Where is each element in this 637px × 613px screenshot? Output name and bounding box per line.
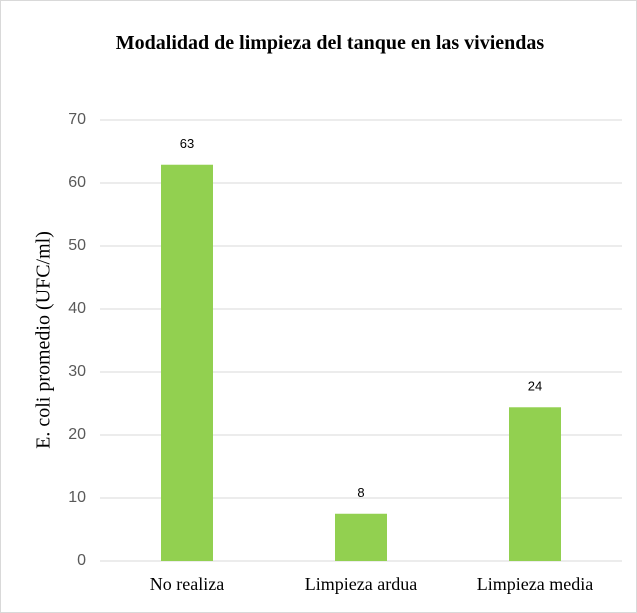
y-tick-label: 40 xyxy=(68,300,86,317)
y-tick-label: 30 xyxy=(68,363,86,380)
x-tick-label: Limpieza media xyxy=(477,574,593,594)
y-tick-label: 0 xyxy=(77,552,86,569)
bar xyxy=(161,164,213,562)
data-label: 63 xyxy=(180,136,194,151)
y-tick-label: 70 xyxy=(68,111,86,128)
x-tick-label: No realiza xyxy=(150,574,224,594)
y-tick-label: 10 xyxy=(68,489,86,506)
bar xyxy=(509,407,561,561)
bar xyxy=(335,513,387,561)
chart-title: Modalidad de limpieza del tanque en las … xyxy=(115,32,545,54)
y-axis-label: E. coli promedio (UFC/ml) xyxy=(33,231,55,449)
data-label: 8 xyxy=(357,485,364,500)
y-tick-label: 60 xyxy=(68,174,86,191)
data-label: 24 xyxy=(528,379,542,394)
y-tick-label: 20 xyxy=(68,426,86,443)
y-tick-label: 50 xyxy=(68,237,86,254)
x-tick-label: Limpieza ardua xyxy=(305,574,417,594)
